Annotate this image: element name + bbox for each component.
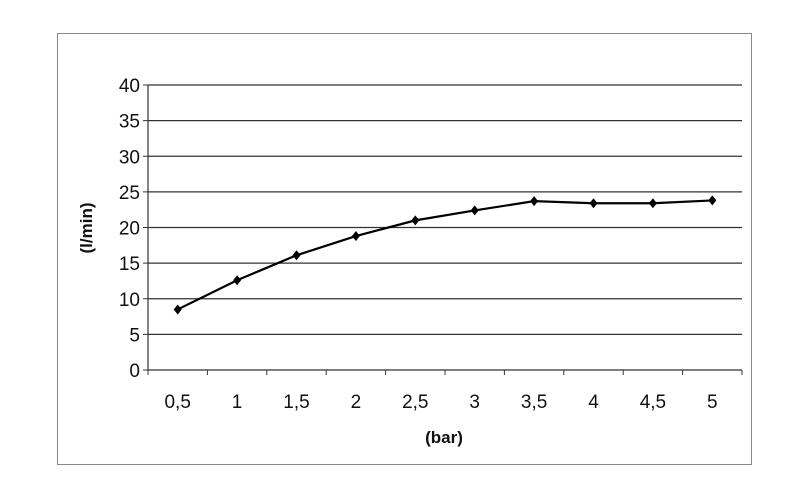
- y-tick-label: 15: [119, 254, 140, 275]
- x-tick-label: 0,5: [164, 392, 190, 413]
- x-tick-label: 1,5: [283, 392, 309, 413]
- x-tick-label: 4,5: [640, 392, 666, 413]
- y-tick-label: 20: [119, 219, 140, 240]
- series-line: [177, 199, 713, 311]
- x-tick-label: 2: [351, 392, 362, 413]
- y-tick-label: 10: [119, 290, 140, 311]
- data-point: [470, 205, 479, 216]
- x-axis-label: (bar): [425, 428, 463, 447]
- data-point: [589, 198, 598, 209]
- data-point: [708, 195, 717, 206]
- y-tick-label: 0: [129, 361, 140, 382]
- data-point: [173, 304, 182, 315]
- x-tick-label: 1: [232, 392, 243, 413]
- x-tick-label: 3: [469, 392, 480, 413]
- y-axis-label: (l/min): [77, 203, 96, 254]
- data-point: [648, 198, 657, 209]
- y-tick-label: 30: [119, 147, 140, 168]
- x-tick-label: 2,5: [402, 392, 428, 413]
- data-point: [530, 196, 539, 207]
- data-point: [351, 231, 360, 242]
- data-point: [233, 275, 242, 286]
- x-tick-label: 4: [588, 392, 599, 413]
- data-point: [292, 250, 301, 261]
- data-point: [411, 215, 420, 226]
- y-tick-label: 35: [119, 112, 140, 133]
- y-tick-label: 40: [119, 76, 140, 97]
- y-tick-label: 25: [119, 183, 140, 204]
- x-tick-label: 5: [707, 392, 718, 413]
- chart-frame: [57, 33, 752, 465]
- x-tick-label: 3,5: [521, 392, 547, 413]
- y-tick-label: 5: [129, 325, 140, 346]
